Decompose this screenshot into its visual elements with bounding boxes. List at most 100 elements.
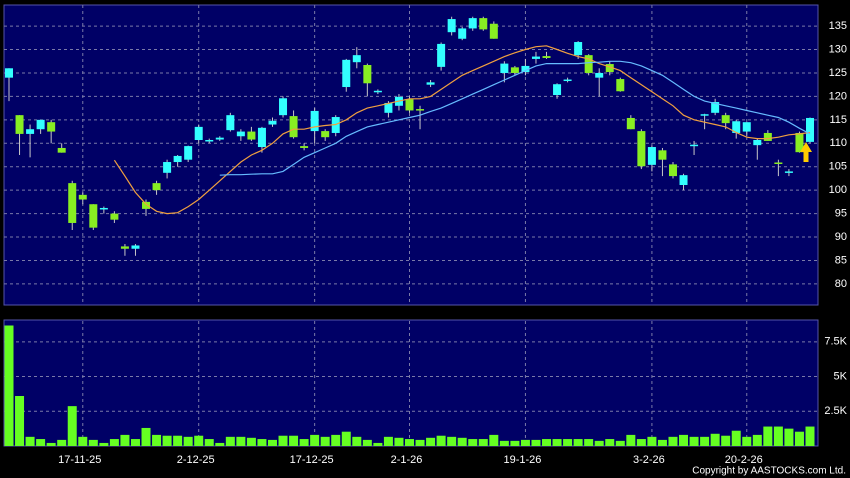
x-tick-label: 20-2-26 xyxy=(725,454,763,466)
candle-body xyxy=(458,28,467,39)
volume-bar xyxy=(394,437,404,446)
volume-bar xyxy=(99,442,109,446)
candle-body xyxy=(194,126,203,140)
volume-bar xyxy=(4,325,14,446)
volume-bar xyxy=(405,439,414,446)
volume-bar xyxy=(468,439,478,446)
candle-body xyxy=(363,65,372,84)
volume-bar xyxy=(183,436,193,446)
candle-body xyxy=(668,164,677,177)
volume-bar xyxy=(78,436,88,446)
volume-bar xyxy=(88,439,98,446)
y-tick-label: 105 xyxy=(829,161,847,173)
candle-body xyxy=(173,155,182,163)
candle-body xyxy=(321,131,330,138)
volume-bar xyxy=(794,431,804,446)
volume-bar xyxy=(362,439,372,446)
candle-body xyxy=(563,79,572,82)
candle-body xyxy=(732,121,741,133)
candle-body xyxy=(763,132,772,141)
volume-bar xyxy=(605,439,615,446)
y-tick-label: 135 xyxy=(829,20,847,32)
candle-body xyxy=(236,131,245,137)
y-tick-label: 90 xyxy=(835,231,847,243)
volume-bar xyxy=(773,426,783,446)
volume-bar xyxy=(763,426,773,446)
volume-bar xyxy=(626,434,636,446)
candle-body xyxy=(437,43,446,67)
candle-body xyxy=(142,201,151,209)
candle-body xyxy=(531,56,540,59)
volume-bar xyxy=(194,435,204,446)
volume-bar xyxy=(657,439,667,446)
volume-bar xyxy=(320,436,330,446)
candle-body xyxy=(679,175,688,185)
y-tick-label: 100 xyxy=(829,184,847,196)
candle-body xyxy=(637,131,646,167)
y-tick-label: 130 xyxy=(829,43,847,55)
volume-bar xyxy=(373,442,383,446)
volume-bar xyxy=(57,439,67,446)
volume-bar xyxy=(489,434,499,446)
candle-body xyxy=(78,194,87,200)
candle-body xyxy=(489,23,498,39)
candle-body xyxy=(510,67,519,73)
volume-bar xyxy=(447,436,457,446)
volume-bar xyxy=(289,435,299,446)
x-tick-label: 19-1-26 xyxy=(503,454,541,466)
candle-body xyxy=(120,246,129,249)
volume-bar xyxy=(689,436,699,446)
candle-body xyxy=(774,162,783,164)
volume-bar xyxy=(225,436,235,446)
candle-body xyxy=(226,115,235,131)
volume-bar xyxy=(552,439,562,446)
candle-body xyxy=(47,122,56,132)
x-tick-label: 3-2-26 xyxy=(633,454,665,466)
candle-body xyxy=(721,115,730,124)
volume-panel xyxy=(3,319,819,447)
y-tick-label: 120 xyxy=(829,90,847,102)
volume-bar xyxy=(710,433,720,446)
candle-body xyxy=(753,140,762,146)
volume-bar xyxy=(204,439,214,446)
candle-body xyxy=(247,131,256,140)
volume-bar xyxy=(721,435,731,446)
candle-body xyxy=(57,147,66,153)
candle-body xyxy=(416,109,425,111)
candle-body xyxy=(711,102,720,113)
volume-bar xyxy=(668,436,678,446)
volume-bar xyxy=(731,430,741,446)
candle-body xyxy=(806,117,814,142)
candle-body xyxy=(479,18,488,30)
plot-layer: 80 85 90 95 100 105 110 115 120 125 130 135 17-11-25… xyxy=(4,5,848,466)
volume-bar xyxy=(36,439,46,446)
volume-bar xyxy=(531,439,541,446)
volume-bar xyxy=(520,439,530,446)
volume-bar xyxy=(563,439,573,446)
candle-body xyxy=(384,102,393,113)
x-tick-label: 2-12-25 xyxy=(177,454,215,466)
candle-body xyxy=(626,117,635,130)
volume-bar xyxy=(752,434,762,446)
candle-body xyxy=(26,129,35,134)
candle-body xyxy=(110,213,119,220)
moving-average-line xyxy=(113,45,811,215)
candle-body xyxy=(279,98,288,116)
signal-arrow xyxy=(800,142,812,162)
volume-bar xyxy=(341,431,351,446)
candle-body xyxy=(784,171,793,173)
candle-body xyxy=(616,79,625,92)
volume-bar xyxy=(436,435,446,446)
candle-body xyxy=(690,144,699,147)
volume-bar xyxy=(542,439,552,446)
candle-body xyxy=(500,63,509,73)
candle-body xyxy=(405,99,414,111)
volume-bar xyxy=(236,436,246,446)
candle-body xyxy=(373,90,382,93)
y-tick-label: 80 xyxy=(835,278,847,290)
candle-body xyxy=(257,127,266,148)
volume-bar xyxy=(573,439,583,446)
volume-bar xyxy=(679,434,689,446)
volume-bar xyxy=(162,435,172,446)
